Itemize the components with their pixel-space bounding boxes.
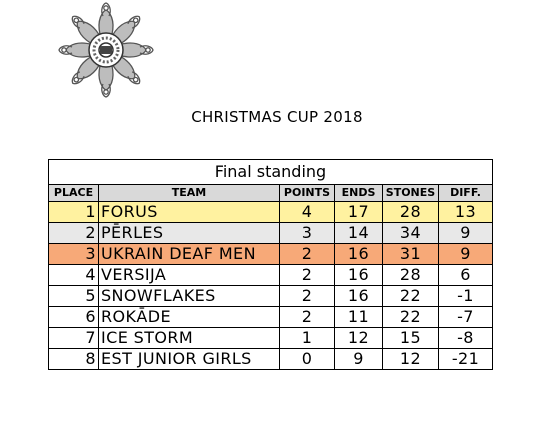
- cell-diff: 13: [438, 201, 493, 223]
- cell-team: UKRAIN DEAF MEN: [98, 243, 280, 265]
- cell-points: 0: [279, 348, 335, 370]
- header-row: PLACE TEAM POINTS ENDS STONES DIFF.: [48, 184, 493, 202]
- cell-place: 2: [48, 222, 99, 244]
- cell-points: 3: [279, 222, 335, 244]
- cell-place: 8: [48, 348, 99, 370]
- cell-stones: 22: [382, 285, 439, 307]
- cell-diff: -21: [438, 348, 493, 370]
- table-row: 6 ROKĀDE 2 11 22 -7: [48, 306, 493, 328]
- cell-place: 6: [48, 306, 99, 328]
- table-row: 1 FORUS 4 17 28 13: [48, 201, 493, 223]
- cell-ends: 12: [334, 327, 383, 349]
- cell-team: ICE STORM: [98, 327, 280, 349]
- cell-points: 4: [279, 201, 335, 223]
- cell-place: 7: [48, 327, 99, 349]
- table-row: 4 VERSIJA 2 16 28 6: [48, 264, 493, 286]
- column-header-team: TEAM: [98, 184, 280, 202]
- cell-place: 1: [48, 201, 99, 223]
- cell-ends: 9: [334, 348, 383, 370]
- cell-team: SNOWFLAKES: [98, 285, 280, 307]
- column-header-ends: ENDS: [334, 184, 383, 202]
- cell-stones: 28: [382, 201, 439, 223]
- cell-points: 2: [279, 285, 335, 307]
- column-header-stones: STONES: [382, 184, 439, 202]
- cell-ends: 16: [334, 264, 383, 286]
- standings-body: 1 FORUS 4 17 28 13 2 PĒRLES 3 14 34 9 3 UKRAIN DEAF M…: [48, 201, 493, 370]
- cell-stones: 31: [382, 243, 439, 265]
- cell-stones: 34: [382, 222, 439, 244]
- column-header-points: POINTS: [279, 184, 335, 202]
- cell-ends: 17: [334, 201, 383, 223]
- cell-ends: 11: [334, 306, 383, 328]
- cell-team: FORUS: [98, 201, 280, 223]
- cell-stones: 22: [382, 306, 439, 328]
- cell-diff: 6: [438, 264, 493, 286]
- cell-points: 2: [279, 264, 335, 286]
- cell-stones: 28: [382, 264, 439, 286]
- table-row: 2 PĒRLES 3 14 34 9: [48, 222, 493, 244]
- cell-team: ROKĀDE: [98, 306, 280, 328]
- cell-place: 3: [48, 243, 99, 265]
- cell-stones: 15: [382, 327, 439, 349]
- table-row: 8 EST JUNIOR GIRLS 0 9 12 -21: [48, 348, 493, 370]
- table-row: 5 SNOWFLAKES 2 16 22 -1: [48, 285, 493, 307]
- cell-points: 2: [279, 306, 335, 328]
- cell-ends: 16: [334, 243, 383, 265]
- cell-team: VERSIJA: [98, 264, 280, 286]
- cell-points: 2: [279, 243, 335, 265]
- cell-team: PĒRLES: [98, 222, 280, 244]
- cell-ends: 14: [334, 222, 383, 244]
- table-row: 7 ICE STORM 1 12 15 -8: [48, 327, 493, 349]
- cell-place: 5: [48, 285, 99, 307]
- snowflake-logo: [58, 2, 154, 98]
- cell-ends: 16: [334, 285, 383, 307]
- page-title: CHRISTMAS CUP 2018: [191, 108, 363, 126]
- standings-table: Final standing PLACE TEAM POINTS ENDS STONES…: [48, 159, 493, 370]
- cell-place: 4: [48, 264, 99, 286]
- cell-points: 1: [279, 327, 335, 349]
- cell-stones: 12: [382, 348, 439, 370]
- column-header-place: PLACE: [48, 184, 99, 202]
- cell-team: EST JUNIOR GIRLS: [98, 348, 280, 370]
- column-header-diff: DIFF.: [438, 184, 493, 202]
- cell-diff: 9: [438, 222, 493, 244]
- cell-diff: -8: [438, 327, 493, 349]
- cell-diff: -1: [438, 285, 493, 307]
- cell-diff: 9: [438, 243, 493, 265]
- table-row: 3 UKRAIN DEAF MEN 2 16 31 9: [48, 243, 493, 265]
- table-caption: Final standing: [48, 159, 493, 185]
- cell-diff: -7: [438, 306, 493, 328]
